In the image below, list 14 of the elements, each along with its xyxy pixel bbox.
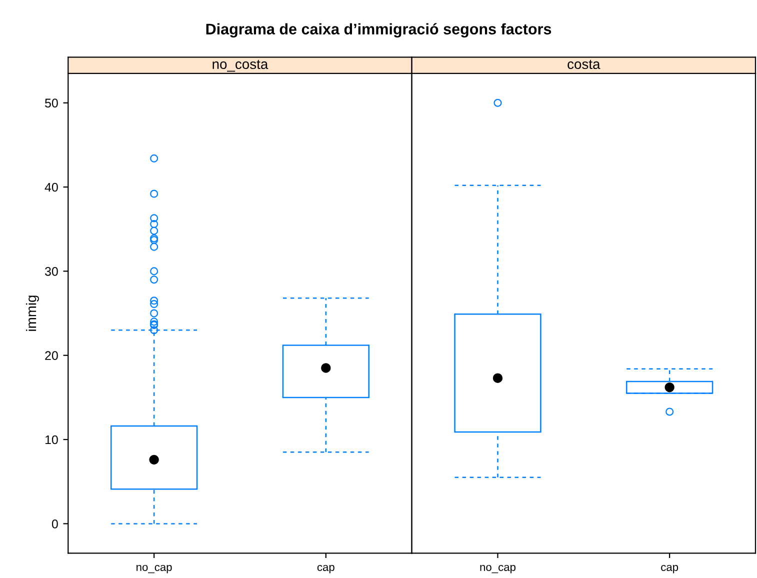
chart-subtitle: no_costa [212,60,268,72]
x-tick-label: cap [661,564,678,574]
y-tick-label: 30 [44,266,58,276]
y-tick-label: 10 [45,435,58,444]
chart-subtitle: costa [568,60,600,70]
y-tick-label: 50 [45,98,58,108]
x-tick-label: cap [317,564,334,574]
y-tick-label: 20 [45,351,58,360]
x-tick-label: no_cap [480,564,516,574]
chart-title: Diagrama de caixa d’immigració segons factors [206,23,552,38]
y-tick-label: 40 [44,182,58,192]
x-tick-label: no_cap [136,564,172,574]
y-tick-label: 0 [52,519,58,528]
y-axis-title: immig [26,296,39,331]
